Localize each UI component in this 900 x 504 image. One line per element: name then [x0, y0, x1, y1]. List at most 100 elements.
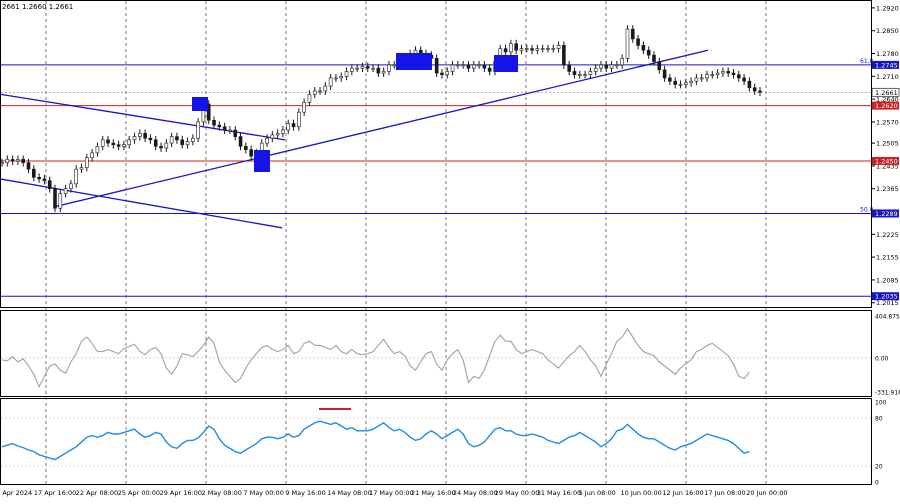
upper-channel-trendline[interactable]: [0, 93, 286, 141]
time-tick-label: 15 Apr 2024: [0, 489, 32, 497]
candle-body: [678, 84, 683, 86]
candle-body: [503, 48, 508, 53]
time-tick-label: 10 Jun 00:00: [621, 489, 662, 497]
candle-body: [519, 48, 524, 51]
candle-body: [471, 64, 476, 69]
time-tick-label: 29 May 00:00: [495, 489, 540, 497]
candle-body: [371, 67, 375, 70]
candle-body: [69, 183, 73, 190]
current-price-box: [871, 87, 900, 97]
price-tick-label: 1.2085: [876, 276, 899, 284]
pattern-marker[interactable]: [494, 55, 518, 72]
candle-body: [699, 77, 704, 80]
candle-body: [185, 141, 190, 146]
candle-body: [588, 71, 593, 75]
candle-body: [721, 71, 725, 74]
candle-body: [630, 28, 635, 40]
candle-body: [572, 71, 577, 75]
time-tick-label: 17 Jun 08:00: [704, 489, 745, 497]
candle-body: [540, 48, 545, 50]
candle-body: [106, 139, 110, 144]
vertical-grid: [45, 1, 767, 484]
candle-body: [445, 71, 450, 75]
candle-body: [116, 144, 121, 147]
current-price-label: 1.2661: [875, 89, 898, 97]
candle-body: [122, 144, 126, 147]
candle-body: [297, 111, 301, 128]
candle-body: [683, 82, 688, 85]
candle-body: [758, 90, 762, 93]
time-tick-label: 5 Jun 08:00: [579, 489, 616, 497]
candle-body: [222, 126, 227, 131]
candle-body: [710, 74, 715, 76]
rising-support-trendline[interactable]: [54, 49, 709, 208]
candle-body: [159, 146, 163, 149]
candle-body: [668, 77, 672, 82]
time-tick-label: 17 Apr 16:00: [34, 489, 76, 497]
candle-body: [127, 139, 132, 146]
candle-body: [53, 188, 57, 209]
candle-body: [350, 67, 354, 72]
trendlines[interactable]: 61.8 50.0: [0, 49, 874, 229]
time-tick-label: 12 Jun 16:00: [662, 489, 703, 497]
time-tick-label: 7 May 00:00: [243, 489, 283, 497]
candle-body: [689, 80, 693, 84]
candle-body: [323, 85, 328, 92]
candle-body: [456, 64, 460, 67]
candle-body: [206, 103, 211, 121]
candle-body: [339, 76, 344, 79]
fib-level-label: 50.0: [860, 206, 874, 213]
candle-body: [392, 64, 397, 67]
candle-body: [530, 48, 534, 51]
candle-body: [58, 193, 63, 209]
candle-body: [217, 124, 222, 128]
candle-body: [32, 168, 36, 178]
candle-body: [646, 49, 651, 56]
candle-body: [138, 133, 142, 137]
price-tick-label: 1.2505: [876, 140, 899, 148]
time-tick-label: 9 May 16:00: [285, 489, 325, 497]
candle-body: [281, 129, 285, 134]
candle-body: [63, 188, 68, 194]
level-price-box: [872, 101, 899, 110]
candle-body: [191, 137, 195, 142]
candle-body: [26, 162, 31, 170]
candle-body: [42, 178, 47, 181]
price-tick-label: 1.2570: [876, 118, 899, 126]
time-tick-label: 14 May 08:00: [327, 489, 372, 497]
candle-body: [169, 136, 174, 144]
candle-body: [270, 134, 275, 139]
pattern-marker[interactable]: [396, 53, 432, 70]
candle-body: [265, 137, 269, 144]
candle-body: [731, 72, 736, 75]
candle-body: [0, 162, 4, 164]
candle-body: [74, 168, 79, 185]
price-axis: 1.2920 1.2850 1.2780 1.2710 1.2640 1.2570 1.25…: [871, 4, 900, 307]
candle-body: [376, 67, 381, 74]
level-price-box: [872, 157, 899, 166]
candle-body: [615, 64, 619, 67]
cci-line: [1, 327, 750, 389]
time-tick-label: 25 Apr 00:00: [118, 489, 160, 497]
candle-body: [641, 45, 646, 51]
candle-body: [164, 142, 169, 149]
rsi-tick-label: 20: [875, 464, 883, 471]
candle-body: [609, 64, 614, 69]
candle-body: [381, 71, 386, 74]
candle-body: [577, 74, 582, 76]
candle-body: [275, 133, 280, 136]
candle-body: [752, 87, 757, 92]
price-tick-label: 1.2850: [876, 27, 899, 35]
cci-panel-frame: [0, 310, 872, 397]
candle-body: [662, 69, 667, 79]
lower-channel-trendline[interactable]: [0, 178, 283, 229]
candle-body: [726, 71, 730, 74]
candle-body: [111, 142, 116, 146]
pattern-marker[interactable]: [254, 150, 270, 172]
candle-body: [509, 43, 513, 53]
rsi-line: [1, 420, 750, 461]
pattern-marker[interactable]: [192, 97, 208, 111]
panel-frames: [0, 0, 872, 485]
